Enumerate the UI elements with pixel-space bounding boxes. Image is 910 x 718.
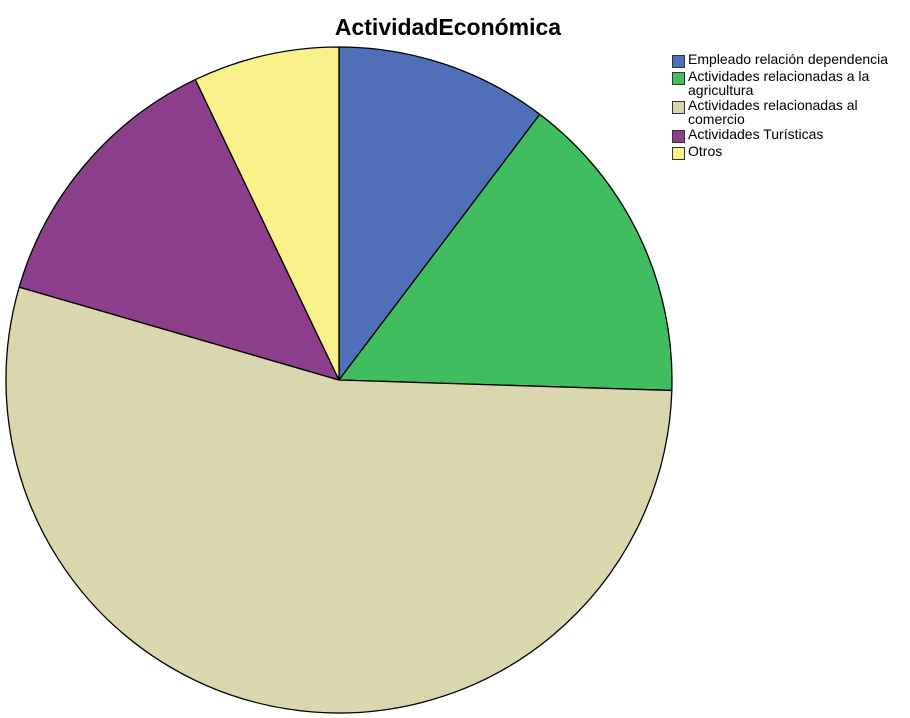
legend-item-0: Empleado relación dependencia (672, 52, 907, 68)
legend-label-1: Actividades relacionadas a la agricultur… (688, 68, 870, 98)
pie-slice-2 (5, 286, 673, 714)
pie-slice-0 (338, 46, 541, 381)
legend-item-3: Actividades Turísticas (672, 127, 907, 143)
legend-swatch-1 (672, 72, 685, 85)
legend-item-1: Actividades relacionadas a la agricultur… (672, 69, 907, 97)
legend-swatch-4 (672, 147, 685, 160)
legend-swatch-3 (672, 130, 685, 143)
legend-swatch-2 (672, 101, 685, 114)
legend-swatch-0 (672, 55, 685, 68)
legend-label-0: Empleado relación dependencia (688, 51, 889, 67)
legend-item-4: Otros (672, 144, 907, 160)
legend-label-4: Otros (688, 143, 723, 159)
legend-label-3: Actividades Turísticas (688, 126, 824, 142)
legend-label-2: Actividades relacionadas al comercio (688, 97, 858, 127)
legend-item-2: Actividades relacionadas al comercio (672, 98, 907, 126)
pie-slice-4 (194, 46, 340, 381)
pie-slice-1 (338, 113, 673, 392)
pie-slice-3 (18, 78, 340, 381)
chart-title: ActividadEconómica (334, 14, 562, 40)
legend: Empleado relación dependencia Actividades… (672, 52, 907, 161)
